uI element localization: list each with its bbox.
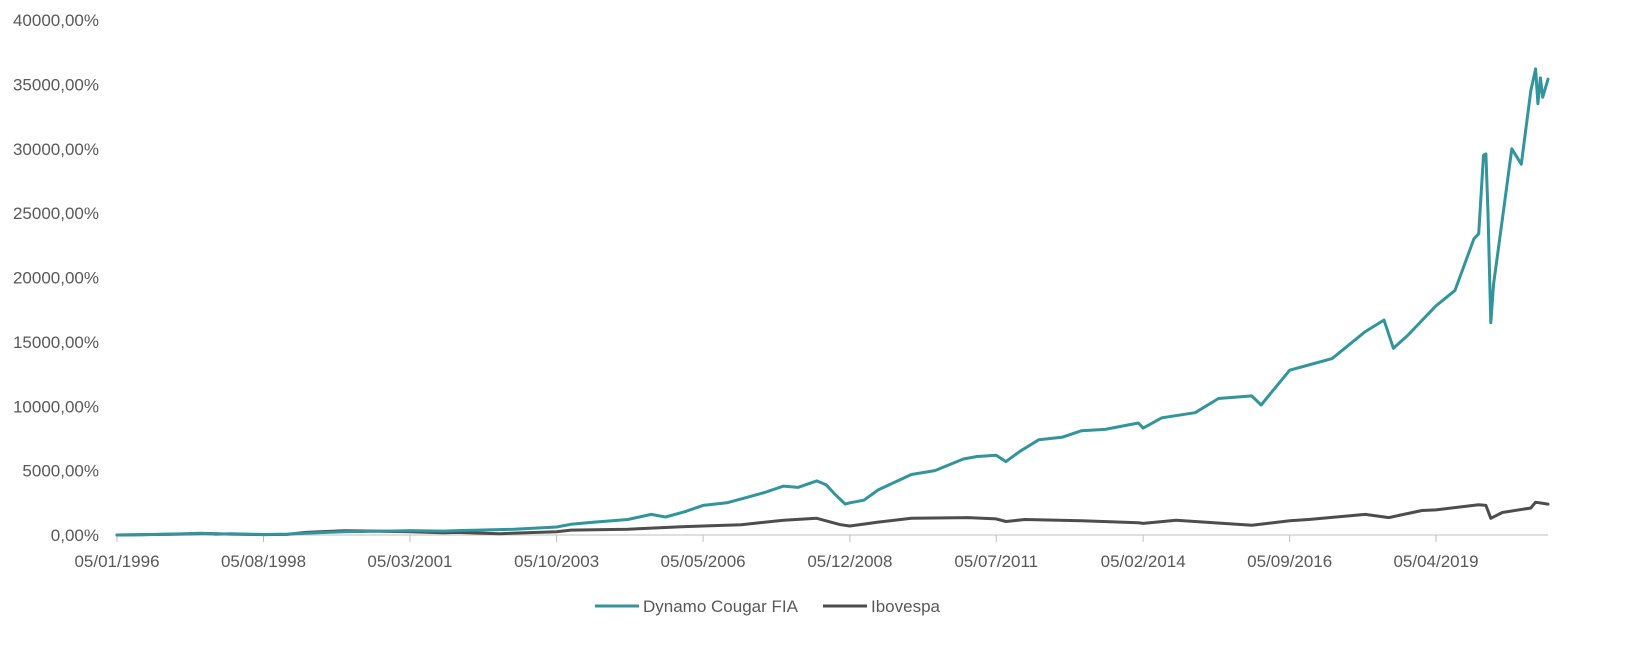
legend-label: Dynamo Cougar FIA — [643, 597, 799, 616]
x-tick-label: 05/05/2006 — [661, 552, 746, 571]
x-axis: 05/01/1996 05/08/1998 05/03/2001 05/10/2003… — [74, 534, 1548, 571]
y-tick-label: 20000,00% — [13, 269, 99, 288]
y-tick-label: 0,00% — [51, 526, 99, 545]
y-tick-label: 15000,00% — [13, 333, 99, 352]
y-tick-label: 35000,00% — [13, 75, 99, 94]
y-axis: 0,00% 5000,00% 10000,00% 15000,00% 20000,00%… — [13, 11, 99, 545]
x-tick-label: 05/10/2003 — [514, 552, 599, 571]
series-line-dynamo-cougar-fia — [115, 67, 1550, 537]
x-tick-label: 05/09/2016 — [1247, 552, 1332, 571]
series-layer — [115, 67, 1550, 537]
y-tick-label: 40000,00% — [13, 11, 99, 30]
y-tick-label: 30000,00% — [13, 140, 99, 159]
y-tick-label: 25000,00% — [13, 204, 99, 223]
legend: Dynamo Cougar FIA Ibovespa — [595, 597, 941, 616]
x-tick-label: 05/02/2014 — [1101, 552, 1186, 571]
y-tick-label: 5000,00% — [22, 462, 99, 481]
x-tick-label: 05/12/2008 — [807, 552, 892, 571]
y-tick-label: 10000,00% — [13, 397, 99, 416]
series-line-ibovespa — [115, 500, 1550, 537]
legend-label: Ibovespa — [871, 597, 941, 616]
x-tick-label: 05/07/2011 — [954, 552, 1038, 571]
x-tick-label: 05/01/1996 — [74, 552, 159, 571]
x-tick-label: 05/04/2019 — [1393, 552, 1478, 571]
x-tick-label: 05/03/2001 — [367, 552, 452, 571]
x-tick-label: 05/08/1998 — [221, 552, 306, 571]
